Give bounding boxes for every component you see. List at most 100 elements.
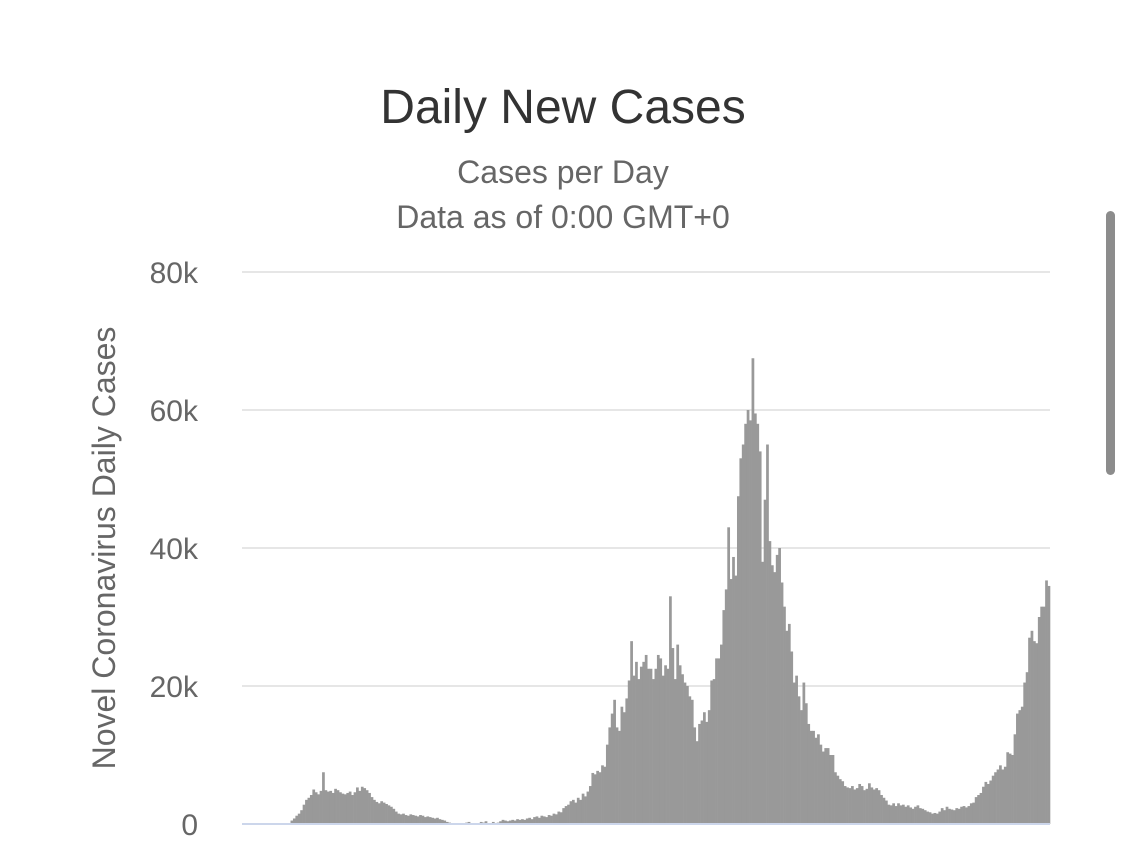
bar <box>542 816 546 824</box>
bar <box>605 744 609 824</box>
bar <box>414 815 418 824</box>
y-axis-label: Novel Coronavirus Daily Cases <box>86 327 122 770</box>
bar <box>538 817 541 824</box>
bar <box>581 793 585 824</box>
bar <box>547 815 551 824</box>
bar <box>834 772 837 824</box>
bar <box>974 797 978 824</box>
bar <box>673 679 677 824</box>
bar <box>365 790 369 824</box>
bar <box>326 791 330 824</box>
bar <box>373 799 376 824</box>
chart-subtitle-line-1: Cases per Day <box>457 154 669 190</box>
bar <box>1042 606 1046 824</box>
bar <box>620 706 624 824</box>
bar <box>613 699 616 824</box>
bar <box>817 734 820 824</box>
bar <box>555 814 558 824</box>
bar <box>586 791 590 824</box>
bar <box>390 806 393 824</box>
bar <box>385 803 388 824</box>
bar <box>557 811 561 824</box>
bar <box>892 803 896 824</box>
bar <box>382 802 386 824</box>
bar <box>297 813 301 824</box>
bar <box>528 817 532 824</box>
bar <box>387 805 391 824</box>
bar <box>571 799 575 824</box>
bar <box>671 648 675 824</box>
bar <box>601 765 604 824</box>
bar <box>918 808 922 824</box>
bar <box>423 817 427 824</box>
bar <box>935 813 939 824</box>
bar <box>368 792 371 824</box>
bar <box>484 821 488 824</box>
bar <box>940 808 944 824</box>
bar <box>763 499 767 824</box>
bar <box>1033 641 1036 824</box>
bar <box>858 783 862 824</box>
bar <box>290 820 294 824</box>
bar <box>724 589 728 824</box>
bar <box>931 813 934 824</box>
bar <box>576 797 580 824</box>
bar <box>1035 643 1039 824</box>
bar <box>409 814 413 824</box>
bar <box>717 658 721 824</box>
bar <box>775 554 779 824</box>
bar <box>734 575 738 824</box>
scrollbar-thumb[interactable] <box>1106 211 1115 475</box>
bar <box>610 713 614 824</box>
bar <box>348 791 352 824</box>
bar <box>445 821 449 824</box>
bar <box>824 748 828 824</box>
bar <box>559 812 563 824</box>
bar <box>508 820 512 824</box>
bar <box>506 821 510 824</box>
bar <box>800 710 803 824</box>
bar <box>865 788 869 824</box>
bar <box>1011 755 1014 824</box>
bar <box>977 795 980 824</box>
bar <box>819 744 823 824</box>
bar <box>986 783 990 824</box>
bar <box>312 789 316 824</box>
bar <box>753 413 757 824</box>
bar <box>302 804 306 824</box>
bar <box>334 788 337 824</box>
bar <box>707 710 711 824</box>
bar <box>807 723 811 824</box>
bar <box>967 806 971 824</box>
bar <box>928 812 932 824</box>
bar <box>562 808 566 824</box>
bar <box>630 641 633 824</box>
bar <box>877 790 881 824</box>
bar <box>729 579 733 824</box>
bar <box>841 781 845 824</box>
bar <box>899 805 903 824</box>
bar <box>535 816 539 824</box>
bar <box>901 804 905 824</box>
bar <box>749 420 752 824</box>
bar <box>411 815 415 824</box>
bar <box>584 796 587 824</box>
bar <box>693 727 697 824</box>
bar <box>909 807 912 824</box>
bar <box>295 815 299 824</box>
bar <box>838 779 842 824</box>
bar <box>652 679 655 824</box>
bar <box>705 721 709 824</box>
bar <box>1030 630 1034 824</box>
bar <box>644 654 648 824</box>
bar <box>370 797 374 824</box>
bar <box>846 787 849 824</box>
bar <box>1037 617 1041 824</box>
bar <box>596 770 599 824</box>
bar <box>814 737 818 824</box>
bar <box>853 789 857 824</box>
bar <box>1008 753 1012 824</box>
bar <box>421 815 425 824</box>
bar <box>1016 713 1019 824</box>
bar <box>438 819 442 824</box>
